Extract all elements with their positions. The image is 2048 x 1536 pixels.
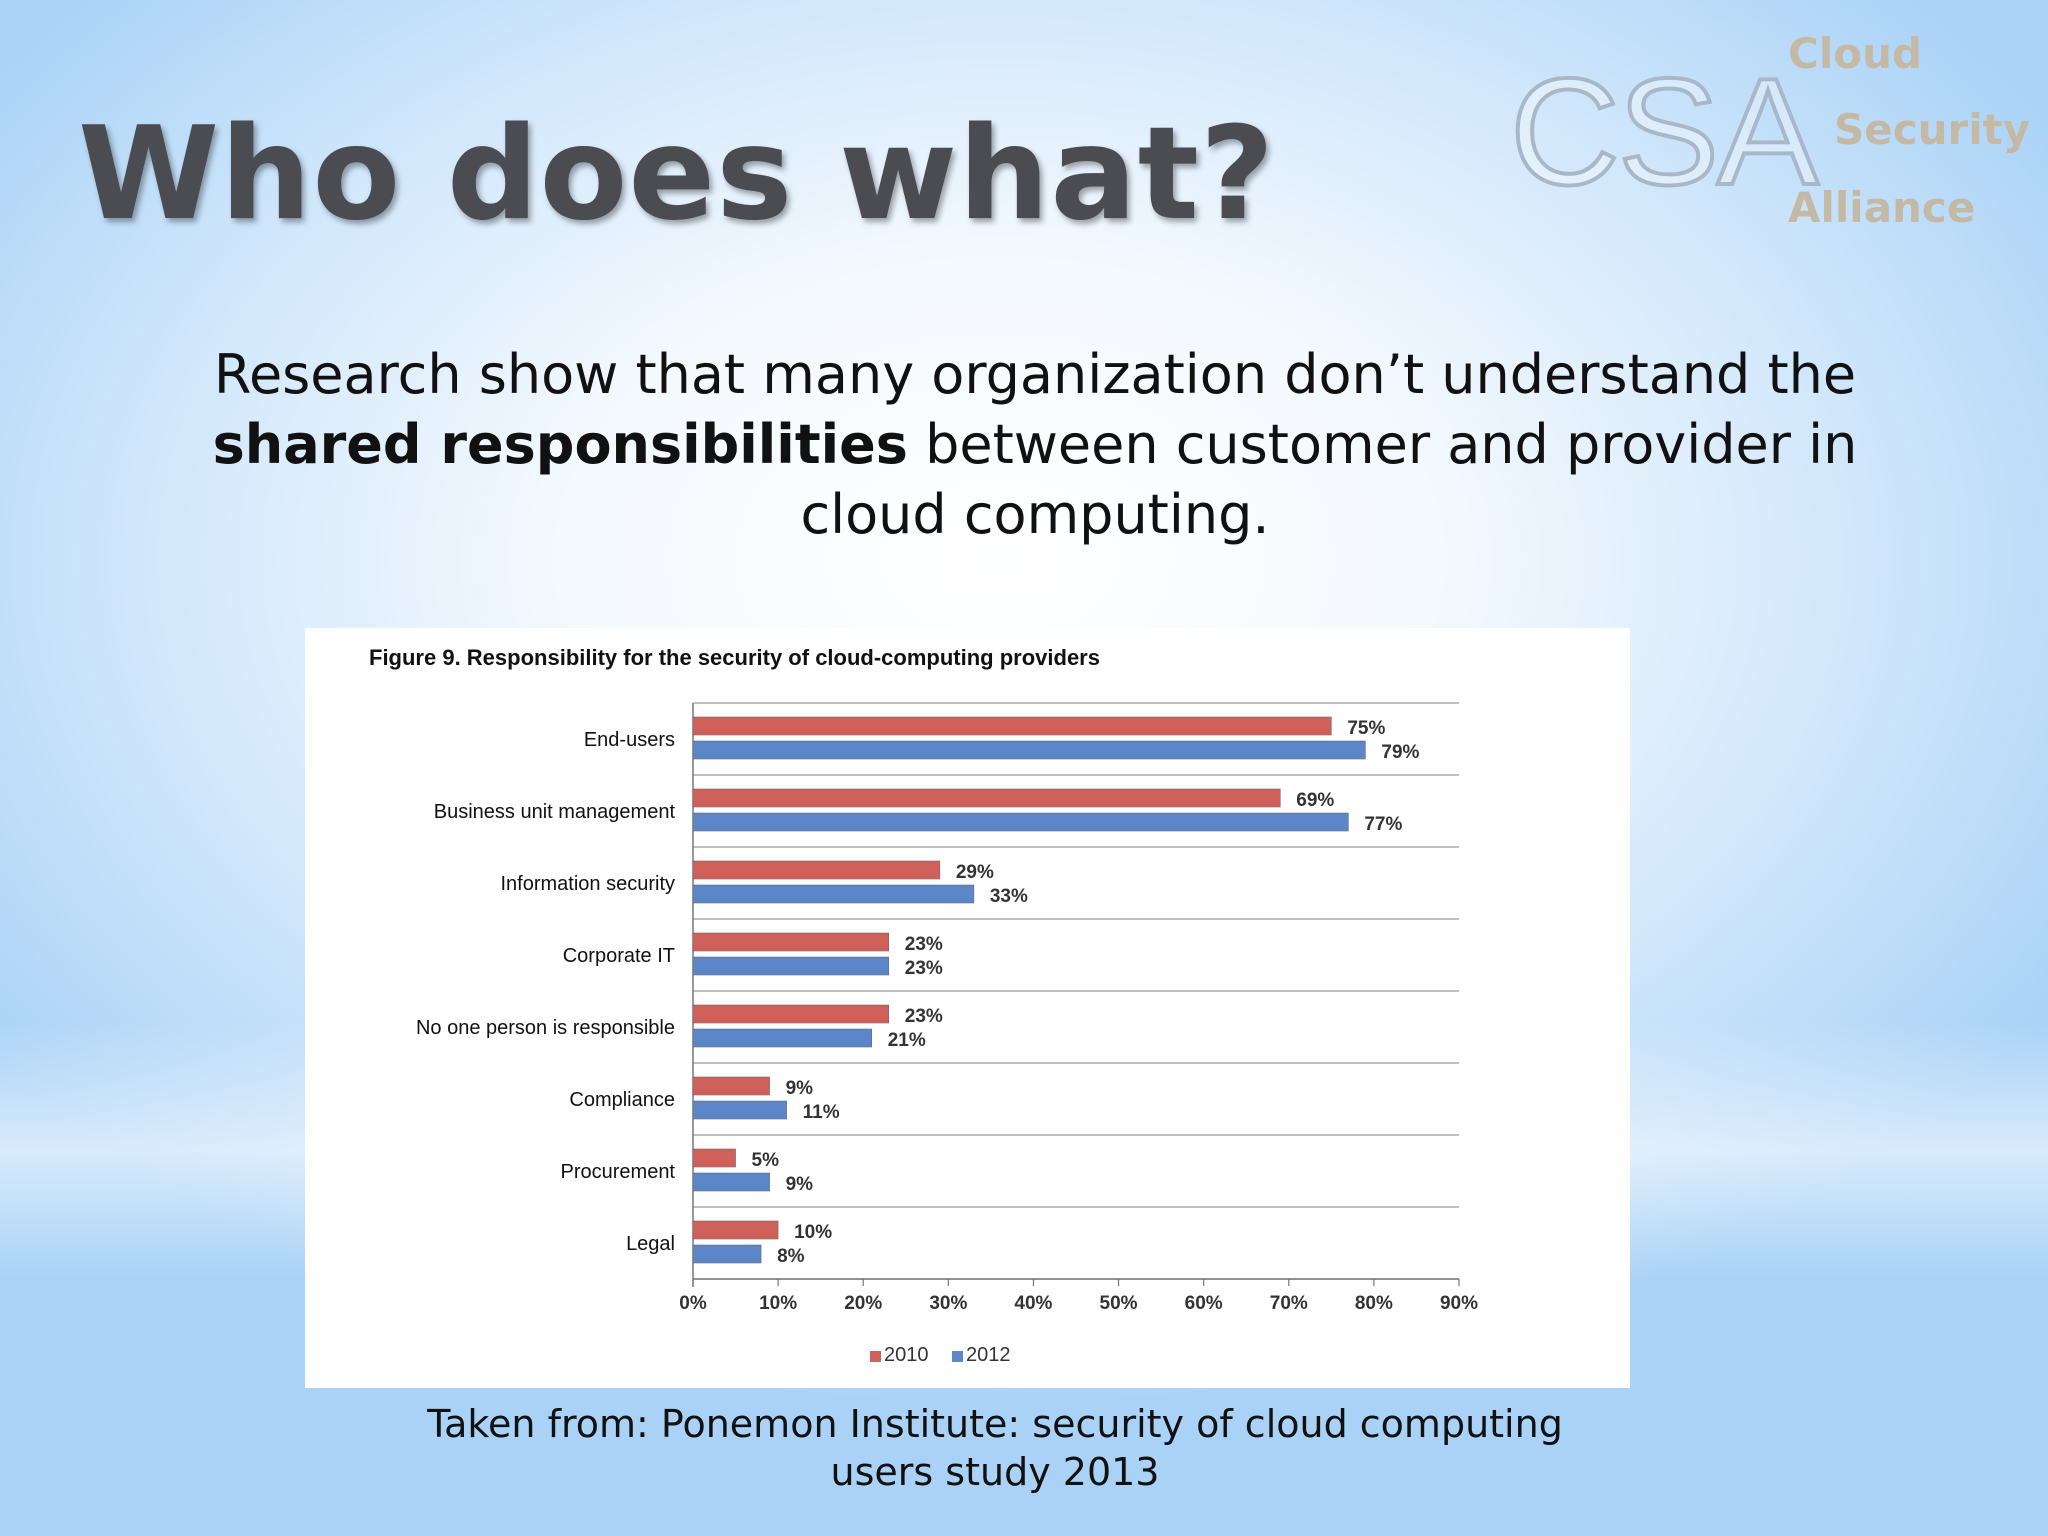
data-label-2012: 77% (1364, 814, 1402, 835)
legend-label-2010: 2010 (884, 1344, 929, 1366)
bar-2010 (692, 1220, 779, 1240)
x-tick-label: 50% (1100, 1293, 1138, 1314)
csa-logo: CSA Cloud Security Alliance (1508, 25, 2031, 245)
slide-subtitle: Research show that many organization don… (140, 340, 1930, 550)
category-label: Corporate IT (563, 945, 675, 967)
caption-line-2: users study 2013 (830, 1450, 1160, 1494)
data-label-2012: 23% (905, 958, 943, 979)
category-label: Business unit management (434, 801, 676, 823)
logo-word-cloud: Cloud (1788, 29, 1923, 78)
chart-panel: Figure 9. Responsibility for the securit… (305, 628, 1630, 1388)
source-caption: Taken from: Ponemon Institute: security … (405, 1400, 1585, 1496)
data-label-2012: 33% (990, 886, 1028, 907)
legend-swatch-2010 (870, 1351, 881, 1362)
bar-2010 (692, 788, 1281, 808)
bar-2012 (692, 884, 975, 904)
data-label-2012: 8% (777, 1246, 805, 1267)
data-label-2010: 29% (956, 862, 994, 883)
category-label: Legal (626, 1233, 675, 1255)
x-tick-label: 40% (1014, 1293, 1052, 1314)
data-label-2012: 79% (1381, 742, 1419, 763)
data-label-2010: 23% (905, 934, 943, 955)
x-tick-label: 60% (1185, 1293, 1223, 1314)
legend-swatch-2012 (952, 1351, 963, 1362)
bar-chart: Figure 9. Responsibility for the securit… (369, 645, 1478, 1366)
bar-2010 (692, 1004, 890, 1024)
bar-2012 (692, 1172, 770, 1192)
x-tick-label: 20% (844, 1293, 882, 1314)
x-tick-label: 70% (1270, 1293, 1308, 1314)
subtitle-text-end: between customer and provider in cloud c… (800, 413, 1858, 546)
data-label-2010: 75% (1347, 718, 1385, 739)
category-label: End-users (584, 729, 675, 751)
bar-2012 (692, 1100, 787, 1120)
data-label-2010: 10% (794, 1222, 832, 1243)
data-label-2010: 23% (905, 1006, 943, 1027)
category-label: Information security (500, 873, 675, 895)
bar-2010 (692, 932, 890, 952)
bar-2010 (692, 716, 1332, 736)
x-tick-label: 90% (1440, 1293, 1478, 1314)
data-label-2012: 21% (888, 1030, 926, 1051)
data-label-2010: 5% (752, 1150, 780, 1171)
chart-title: Figure 9. Responsibility for the securit… (369, 645, 1100, 670)
x-tick-label: 10% (759, 1293, 797, 1314)
subtitle-text-emphasis: shared responsibilities (212, 413, 908, 476)
legend-label-2012: 2012 (966, 1344, 1011, 1366)
bar-2012 (692, 740, 1366, 760)
x-tick-label: 30% (929, 1293, 967, 1314)
logo-word-alliance: Alliance (1788, 183, 1976, 232)
bar-2010 (692, 860, 941, 880)
x-tick-label: 80% (1355, 1293, 1393, 1314)
data-label-2010: 69% (1296, 790, 1334, 811)
data-label-2012: 11% (803, 1102, 840, 1123)
caption-line-1: Taken from: Ponemon Institute: security … (427, 1402, 1563, 1446)
category-label: Compliance (569, 1089, 675, 1111)
category-label: No one person is responsible (416, 1017, 675, 1039)
bar-2012 (692, 1028, 873, 1048)
category-label: Procurement (561, 1161, 676, 1183)
bar-2012 (692, 1244, 762, 1264)
logo-word-security: Security (1834, 105, 2031, 154)
logo-letters: CSA (1508, 45, 1821, 219)
subtitle-text-start: Research show that many organization don… (213, 343, 1857, 406)
x-tick-label: 0% (679, 1293, 707, 1314)
bar-2012 (692, 956, 890, 976)
bar-2010 (692, 1148, 736, 1168)
data-label-2010: 9% (786, 1078, 814, 1099)
data-label-2012: 9% (786, 1174, 814, 1195)
bar-2012 (692, 812, 1349, 832)
bar-2010 (692, 1076, 770, 1096)
slide-title: Who does what? (78, 100, 1276, 249)
